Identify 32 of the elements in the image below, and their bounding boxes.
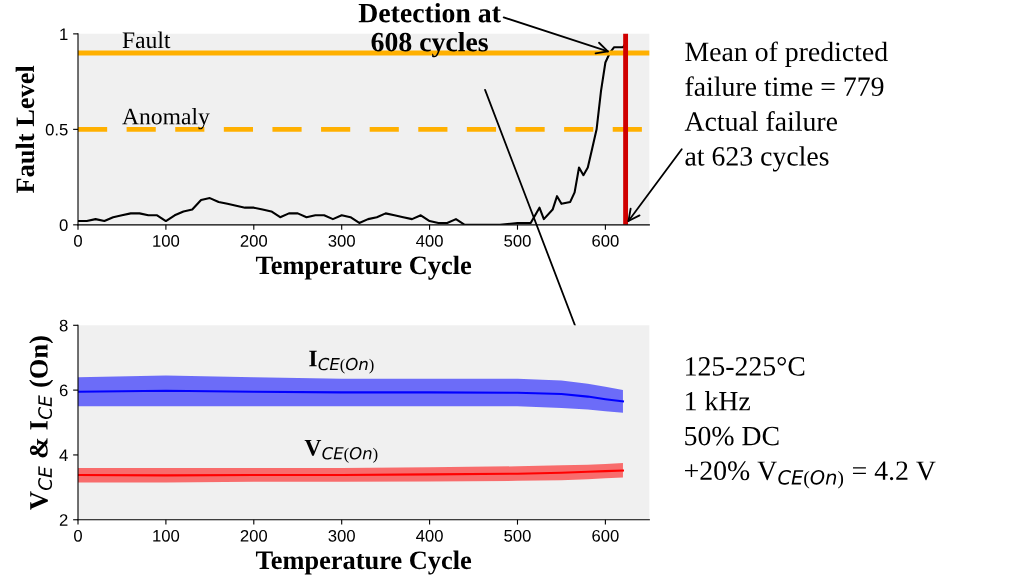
- x-axis-title: Temperature Cycle: [255, 255, 472, 280]
- y-tick-label: 0: [59, 219, 68, 232]
- ref-line-label: Fault: [122, 31, 171, 49]
- x-tick-label: 300: [328, 235, 355, 247]
- x-tick-label: 0: [74, 235, 82, 247]
- x-tick-label: 500: [504, 235, 531, 247]
- x-tick-label: 600: [592, 529, 619, 542]
- x-tick-label: 100: [153, 529, 180, 542]
- x-tick-label: 300: [328, 529, 355, 542]
- series-label: I$_{CE(On)}$: [309, 350, 374, 374]
- y-tick-label: 1: [60, 28, 68, 40]
- ref-line-label: Anomaly: [122, 107, 210, 130]
- x-tick-label: 500: [504, 529, 531, 542]
- y-tick-label: 0.5: [45, 123, 68, 136]
- y-axis-title: Fault Level: [15, 65, 35, 194]
- x-tick-label: 400: [416, 235, 443, 247]
- x-tick-label: 400: [416, 529, 443, 542]
- annotation: Mean of predicted failure time = 779 Actual failure at 623 cycles: [684, 41, 888, 172]
- y-tick-label: 6: [59, 384, 68, 397]
- x-tick-label: 0: [74, 529, 82, 542]
- x-tick-label: 600: [592, 235, 619, 247]
- x-axis-title: Temperature Cycle: [255, 550, 472, 575]
- series-label: V$_{CE(On)}$: [304, 439, 378, 463]
- text: 125-225°C 1 kHz 50% DC +20% V$_{CE(On)}$ = 4.2 V: [685, 357, 936, 489]
- line-series: [78, 389, 624, 403]
- x-tick-label: 200: [240, 235, 268, 247]
- x-tick-label: 200: [240, 529, 268, 542]
- y-tick-label: 4: [59, 449, 68, 461]
- y-tick-label: 8: [59, 319, 68, 332]
- x-tick-label: 100: [153, 235, 180, 247]
- y-tick-label: 2: [59, 514, 68, 526]
- y-axis-title: V$_{CE}$ & I$_{CE}$ (On): [29, 336, 54, 510]
